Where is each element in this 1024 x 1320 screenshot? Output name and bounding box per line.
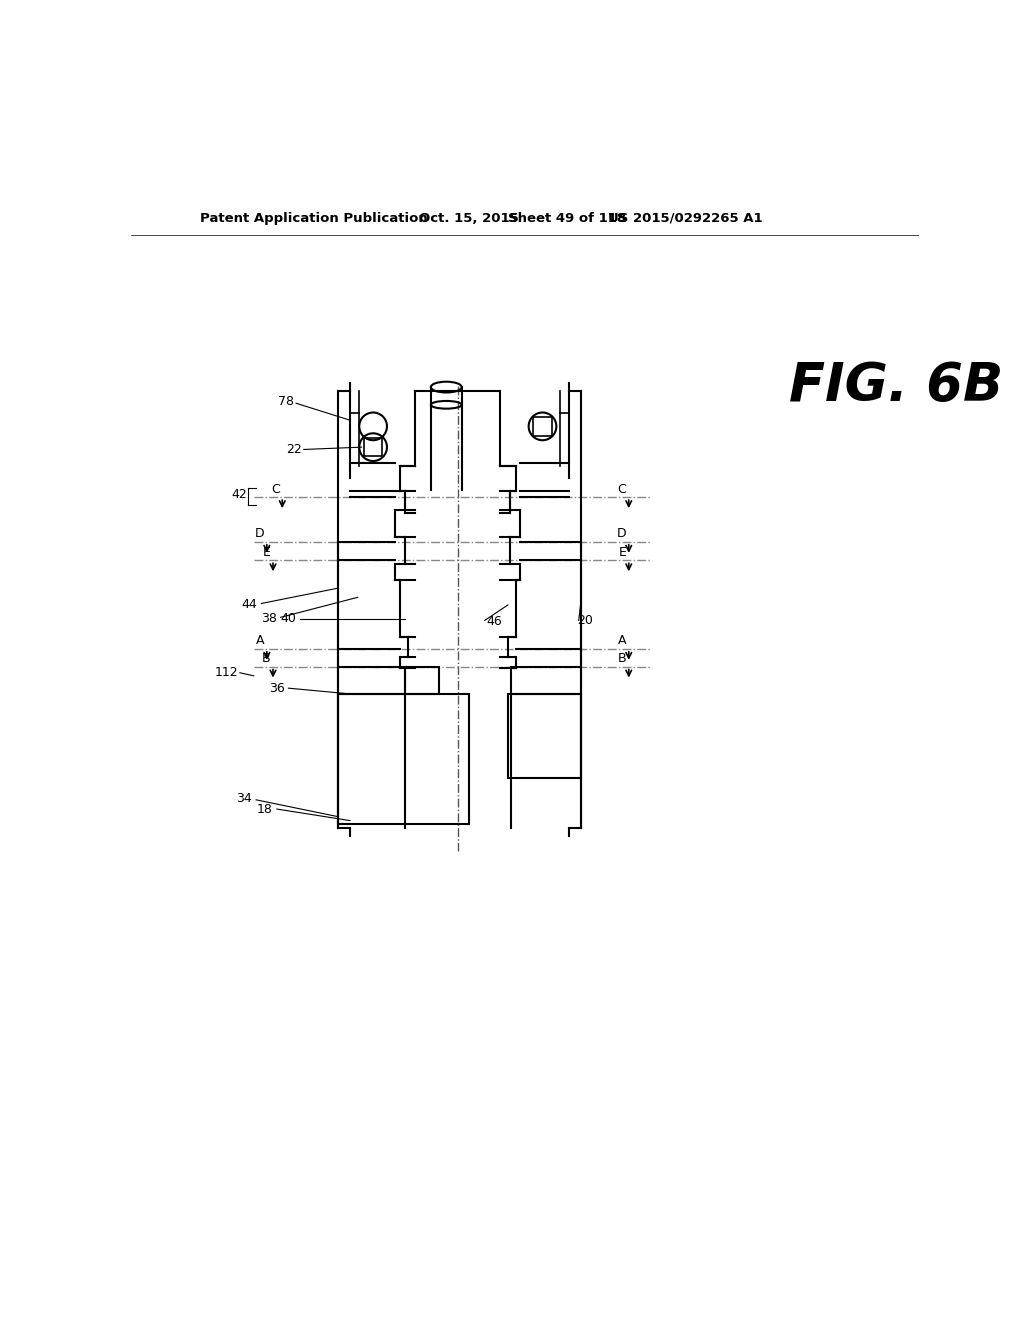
Text: A: A	[256, 635, 264, 647]
Text: 42: 42	[231, 488, 248, 502]
Text: 22: 22	[286, 444, 301, 455]
Text: Oct. 15, 2015: Oct. 15, 2015	[419, 213, 519, 224]
Bar	[404, 667, 439, 693]
Text: B: B	[262, 652, 270, 665]
Text: FIG. 6B: FIG. 6B	[788, 359, 1004, 412]
Text: C: C	[617, 483, 627, 496]
Text: 18: 18	[257, 803, 273, 816]
Bar	[339, 693, 469, 825]
Text: 38: 38	[261, 611, 276, 624]
Bar	[534, 417, 552, 436]
Text: D: D	[255, 527, 264, 540]
Text: 112: 112	[215, 667, 239, 680]
Text: E: E	[618, 545, 627, 558]
Text: A: A	[617, 635, 627, 647]
Text: Patent Application Publication: Patent Application Publication	[200, 213, 428, 224]
Text: 46: 46	[486, 615, 502, 628]
Text: D: D	[616, 527, 627, 540]
Text: US 2015/0292265 A1: US 2015/0292265 A1	[608, 213, 763, 224]
Text: B: B	[617, 652, 627, 665]
Text: 44: 44	[242, 598, 258, 611]
Text: 20: 20	[578, 614, 593, 627]
Text: 36: 36	[269, 681, 285, 694]
Bar	[508, 693, 581, 779]
Text: E: E	[263, 545, 270, 558]
Text: C: C	[271, 483, 280, 496]
Text: 40: 40	[281, 612, 296, 626]
Text: Sheet 49 of 118: Sheet 49 of 118	[508, 213, 626, 224]
Text: 78: 78	[278, 395, 294, 408]
Bar	[364, 438, 382, 457]
Text: 34: 34	[237, 792, 252, 805]
